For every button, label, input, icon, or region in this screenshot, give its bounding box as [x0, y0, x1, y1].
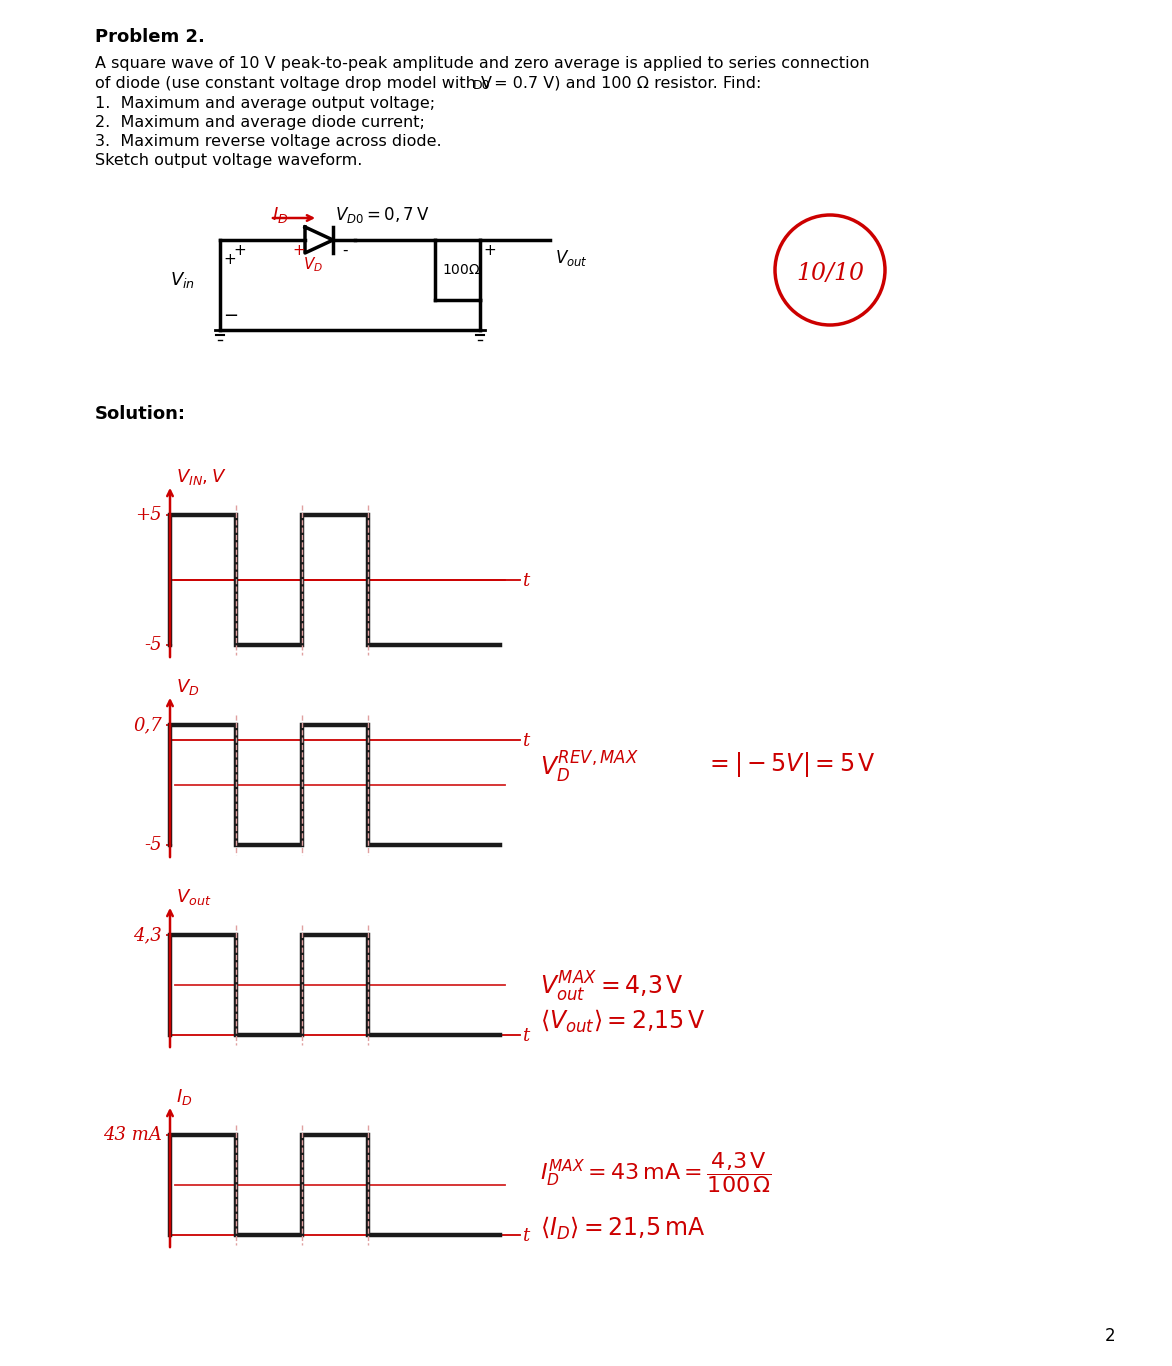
Text: = 0.7 V) and 100 Ω resistor. Find:: = 0.7 V) and 100 Ω resistor. Find:	[489, 76, 762, 92]
Text: $V_{in}$: $V_{in}$	[170, 270, 195, 290]
Text: $= |-5V| = 5\,\mathrm{V}$: $= |-5V| = 5\,\mathrm{V}$	[706, 750, 875, 779]
Text: $\langle V_{out} \rangle = 2{,}15\,\mathrm{V}$: $\langle V_{out} \rangle = 2{,}15\,\math…	[540, 1008, 706, 1035]
Text: $V_{IN},V$: $V_{IN},V$	[176, 467, 226, 488]
Text: $V_D$: $V_D$	[176, 678, 199, 697]
Text: of diode (use constant voltage drop model with V: of diode (use constant voltage drop mode…	[95, 76, 492, 92]
Text: t: t	[522, 572, 530, 590]
Text: $I_D$: $I_D$	[272, 205, 288, 225]
Text: Solution:: Solution:	[95, 404, 186, 423]
Text: t: t	[522, 1227, 530, 1244]
Text: +5: +5	[136, 505, 162, 525]
Text: $V_{out}$: $V_{out}$	[176, 887, 211, 907]
Text: 0,7: 0,7	[134, 716, 162, 734]
Text: D0: D0	[473, 79, 491, 92]
Text: $\langle I_D \rangle = 21{,}5\,\mathrm{mA}$: $\langle I_D \rangle = 21{,}5\,\mathrm{m…	[540, 1214, 706, 1242]
Text: 4,3: 4,3	[134, 926, 162, 944]
Text: 1.  Maximum and average output voltage;: 1. Maximum and average output voltage;	[95, 96, 435, 111]
Text: −: −	[223, 307, 238, 325]
Text: $I_D$: $I_D$	[176, 1087, 192, 1106]
Text: 2: 2	[1105, 1326, 1116, 1346]
Text: -5: -5	[144, 836, 162, 854]
Text: $V_D^{REV,MAX}$: $V_D^{REV,MAX}$	[540, 750, 639, 785]
Text: -: -	[342, 243, 348, 258]
Text: t: t	[522, 1027, 530, 1045]
Text: -5: -5	[144, 637, 162, 654]
Text: $V_{D0}= 0,7\,\mathrm{V}$: $V_{D0}= 0,7\,\mathrm{V}$	[335, 205, 429, 225]
Text: +: +	[292, 243, 305, 258]
Text: Sketch output voltage waveform.: Sketch output voltage waveform.	[95, 153, 362, 168]
Text: 43 mA: 43 mA	[103, 1126, 162, 1143]
Text: +: +	[483, 243, 496, 258]
Text: $I_D^{MAX} = 43\,\mathrm{mA} = \dfrac{4{,}3\,\mathrm{V}}{100\,\Omega}$: $I_D^{MAX} = 43\,\mathrm{mA} = \dfrac{4{…	[540, 1150, 772, 1195]
Text: +: +	[223, 251, 236, 266]
Text: $V_{out}^{MAX} = 4{,}3\,\mathrm{V}$: $V_{out}^{MAX} = 4{,}3\,\mathrm{V}$	[540, 970, 683, 1004]
Text: +: +	[233, 243, 246, 258]
Text: t: t	[522, 732, 530, 750]
Text: $V_D$: $V_D$	[304, 255, 323, 273]
Text: 2.  Maximum and average diode current;: 2. Maximum and average diode current;	[95, 115, 425, 130]
Text: 10/10: 10/10	[796, 262, 864, 285]
Text: 3.  Maximum reverse voltage across diode.: 3. Maximum reverse voltage across diode.	[95, 134, 442, 149]
Text: A square wave of 10 V peak-to-peak amplitude and zero average is applied to seri: A square wave of 10 V peak-to-peak ampli…	[95, 56, 870, 71]
Text: $100\Omega$: $100\Omega$	[442, 264, 481, 277]
Text: $V_{out}$: $V_{out}$	[556, 249, 588, 268]
Text: Problem 2.: Problem 2.	[95, 27, 205, 46]
